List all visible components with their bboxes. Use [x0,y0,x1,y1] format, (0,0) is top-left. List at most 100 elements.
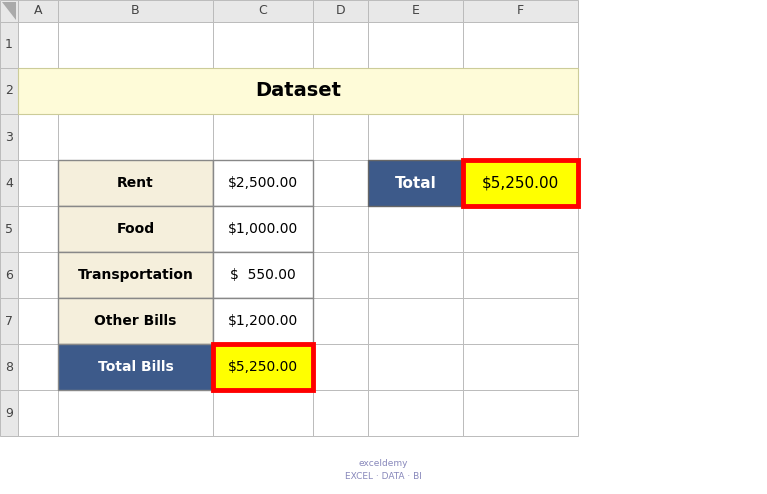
Text: $1,000.00: $1,000.00 [228,222,298,236]
Bar [313,206,368,252]
Text: 1: 1 [5,39,13,51]
Text: Dataset: Dataset [255,82,341,100]
Bar [18,68,578,114]
Bar [0,0,18,22]
Text: 8: 8 [5,361,13,373]
Bar [463,298,578,344]
Text: Other Bills: Other Bills [94,314,176,328]
Bar [18,206,58,252]
Bar [18,298,58,344]
Bar [58,68,213,114]
Bar [58,22,213,68]
Bar [368,344,463,390]
Bar [58,298,213,344]
Bar [368,390,463,436]
Bar [58,344,213,390]
Bar [213,206,313,252]
Bar [368,68,463,114]
Bar [213,206,313,252]
Text: 5: 5 [5,222,13,236]
Bar [313,114,368,160]
Bar [0,206,18,252]
Text: $5,250.00: $5,250.00 [228,360,298,374]
Bar [18,390,58,436]
Bar [58,160,213,206]
Text: C: C [258,4,268,17]
Bar [313,344,368,390]
Bar [463,390,578,436]
Bar [213,344,313,390]
Bar [368,160,463,206]
Text: 2: 2 [5,84,13,97]
Bar [18,344,58,390]
Bar [58,0,213,22]
Bar [313,390,368,436]
Bar [58,206,213,252]
Bar [313,22,368,68]
Bar [213,160,313,206]
Bar [58,252,213,298]
Text: $1,200.00: $1,200.00 [228,314,298,328]
Bar [463,252,578,298]
Bar [213,252,313,298]
Bar [0,160,18,206]
Bar [213,252,313,298]
Bar [313,0,368,22]
Text: B: B [131,4,140,17]
Bar [0,114,18,160]
Bar [213,0,313,22]
Bar [463,160,578,206]
Bar [0,390,18,436]
Bar [213,298,313,344]
Text: 9: 9 [5,407,13,419]
Bar [18,160,58,206]
Bar [213,160,313,206]
Text: 6: 6 [5,269,13,282]
Text: $2,500.00: $2,500.00 [228,176,298,190]
Bar [58,206,213,252]
Bar [18,68,58,114]
Text: 7: 7 [5,315,13,328]
Bar [58,344,213,390]
Bar [368,22,463,68]
Bar [368,206,463,252]
Text: exceldemy
EXCEL · DATA · BI: exceldemy EXCEL · DATA · BI [344,459,421,481]
Bar [213,390,313,436]
Bar [0,298,18,344]
Bar [313,160,368,206]
Bar [313,298,368,344]
Text: 3: 3 [5,130,13,143]
Bar [463,68,578,114]
Bar [213,114,313,160]
Bar [368,252,463,298]
Bar [58,252,213,298]
Bar [0,344,18,390]
Bar [0,22,18,68]
Bar [368,160,463,206]
Bar [18,22,58,68]
Text: E: E [412,4,420,17]
Bar [58,390,213,436]
Bar [213,298,313,344]
Bar [58,160,213,206]
Text: Total Bills: Total Bills [97,360,173,374]
Bar [58,114,213,160]
Bar [18,0,58,22]
Bar [18,114,58,160]
Bar [463,344,578,390]
Text: $5,250.00: $5,250.00 [482,175,559,191]
Bar [463,22,578,68]
Bar [213,22,313,68]
Bar [213,344,313,390]
Bar [58,298,213,344]
Text: Transportation: Transportation [77,268,193,282]
Text: $  550.00: $ 550.00 [230,268,296,282]
Bar [0,252,18,298]
Text: Food: Food [117,222,155,236]
Text: Total: Total [395,175,436,191]
Text: A: A [34,4,42,17]
Bar [313,68,368,114]
Bar [368,114,463,160]
Bar [463,114,578,160]
Bar [213,68,313,114]
